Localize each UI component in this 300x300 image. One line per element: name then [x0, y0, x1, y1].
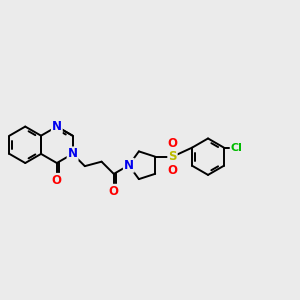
Text: N: N	[124, 159, 134, 172]
Text: O: O	[167, 164, 178, 177]
Text: N: N	[52, 120, 62, 133]
Text: Cl: Cl	[231, 142, 242, 153]
Text: N: N	[68, 147, 78, 161]
Text: O: O	[52, 174, 62, 187]
Text: O: O	[167, 136, 178, 149]
Text: O: O	[109, 185, 119, 198]
Text: S: S	[168, 150, 177, 163]
